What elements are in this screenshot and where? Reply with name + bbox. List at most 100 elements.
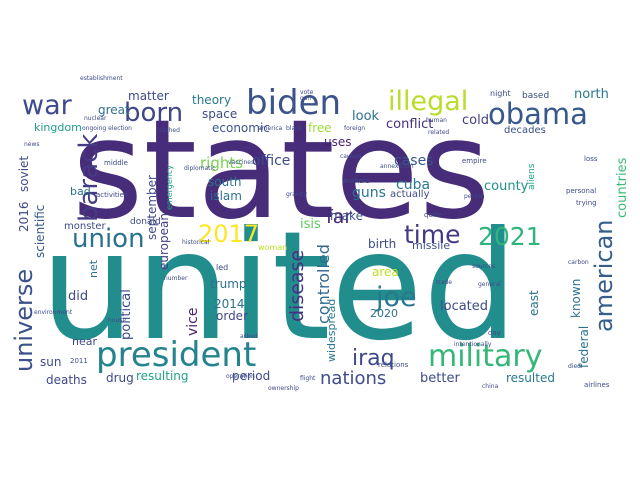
word-near: near <box>72 335 98 348</box>
word-uses: uses <box>324 135 352 149</box>
word-night: night <box>490 89 511 98</box>
word-trump: trump <box>210 277 247 291</box>
word-donald: donald <box>130 217 161 227</box>
word-obama: obama <box>488 97 588 131</box>
word-person: person <box>464 193 485 200</box>
word-bad: bad <box>70 185 91 198</box>
word-foreign: foreign <box>344 125 366 132</box>
word-resulted: resulted <box>506 371 555 385</box>
word-environment: environment <box>34 309 73 316</box>
word-military: military <box>428 339 543 374</box>
word-drug: drug <box>106 371 134 385</box>
word-european: european <box>157 213 171 270</box>
word-look: look <box>352 109 380 124</box>
word-countries: countries <box>615 157 630 218</box>
word-operation: operation <box>226 373 255 380</box>
word-diplomatic: diplomatic <box>184 165 216 172</box>
word-kingdom: kingdom <box>34 121 82 134</box>
word-actually: actually <box>390 189 430 200</box>
word-ownership: ownership <box>268 385 299 392</box>
word-make: make <box>330 209 363 223</box>
word-carbon: carbon <box>568 259 589 266</box>
word-islam: islam <box>210 189 242 203</box>
word-trying: trying <box>576 199 597 207</box>
word-federal: federal <box>577 325 591 368</box>
word-caused: caused <box>340 153 362 160</box>
word-economic: economic <box>212 121 270 135</box>
word-led: led <box>216 263 229 272</box>
word-crashed: crashed <box>156 127 180 134</box>
word-biden: biden <box>246 83 342 123</box>
word-county: county <box>484 179 529 194</box>
word-barack: barack <box>74 133 104 222</box>
word-matter: matter <box>128 89 169 103</box>
word-sun: sun <box>40 355 62 369</box>
word-relations: relations <box>378 361 409 369</box>
word-2011: 2011 <box>70 357 88 365</box>
word-period: period <box>232 369 271 383</box>
word-free: free <box>308 121 332 135</box>
word-ongoing-election: ongoing election <box>82 125 132 132</box>
word-united: united <box>40 200 519 374</box>
word-guns: guns <box>352 185 386 201</box>
word-personal: personal <box>566 187 597 195</box>
word-number: number <box>164 275 188 282</box>
word-woman: woman <box>258 243 288 252</box>
word-quite: quite <box>424 211 442 219</box>
word-area: area <box>372 265 399 279</box>
word-order: order <box>216 309 248 323</box>
word-activities: activities <box>96 191 128 199</box>
word-decades: decades <box>504 125 546 136</box>
word-died: died <box>568 363 581 370</box>
word-house: house <box>108 317 127 324</box>
word-empire: empire <box>462 157 487 165</box>
word-scientific: scientific <box>33 204 47 258</box>
word-asked: asked <box>240 333 258 340</box>
word-vice: vice <box>185 307 201 337</box>
word-far: far <box>326 206 353 228</box>
word-war: war <box>22 90 72 121</box>
word-human: human <box>426 117 447 124</box>
word-2020: 2020 <box>370 307 398 320</box>
word-cold: cold <box>462 113 489 128</box>
word-day: day <box>488 329 501 337</box>
word-general: general <box>478 281 501 288</box>
word-trade: trade <box>436 279 452 286</box>
word-political: political <box>119 289 134 340</box>
word-isis: isis <box>300 217 321 232</box>
word-annexation: annexation <box>380 163 414 170</box>
word-middle: middle <box>104 159 128 167</box>
word-emergency: emergency <box>165 165 174 210</box>
word-office: office <box>252 153 291 169</box>
word-universe: universe <box>10 268 38 372</box>
word-news: news <box>24 141 40 148</box>
word-nations: nations <box>320 368 387 389</box>
word-based: based <box>522 91 550 101</box>
word-2017: 2017 <box>198 220 260 248</box>
word-vote: vote <box>300 89 314 96</box>
word-known: known <box>569 278 583 318</box>
word-cases: cases <box>394 153 434 169</box>
word-airlines: airlines <box>584 381 610 389</box>
word-better: better <box>420 371 460 386</box>
word-conflict: conflict <box>386 117 434 132</box>
word-south: south <box>208 175 242 189</box>
word-black: black <box>286 125 302 132</box>
word-loss: loss <box>584 155 598 163</box>
word-establishment: establishment <box>80 75 123 82</box>
word-intentionally: intentionally <box>454 341 492 348</box>
word-gun: gun <box>300 95 312 102</box>
word-birth: birth <box>368 237 397 251</box>
word-iraq: iraq <box>352 346 395 371</box>
word-related: related <box>428 129 450 136</box>
word-vaccines: vaccines <box>228 159 255 166</box>
word-great: great <box>98 103 130 117</box>
word-president: president <box>96 335 257 375</box>
word-workers: workers <box>342 177 370 185</box>
word-illegal: illegal <box>388 86 469 117</box>
word-widespread: widespread <box>325 298 338 362</box>
word-resulting: resulting <box>136 369 189 383</box>
word-east: east <box>527 290 541 316</box>
word-monster: monster <box>64 221 106 232</box>
